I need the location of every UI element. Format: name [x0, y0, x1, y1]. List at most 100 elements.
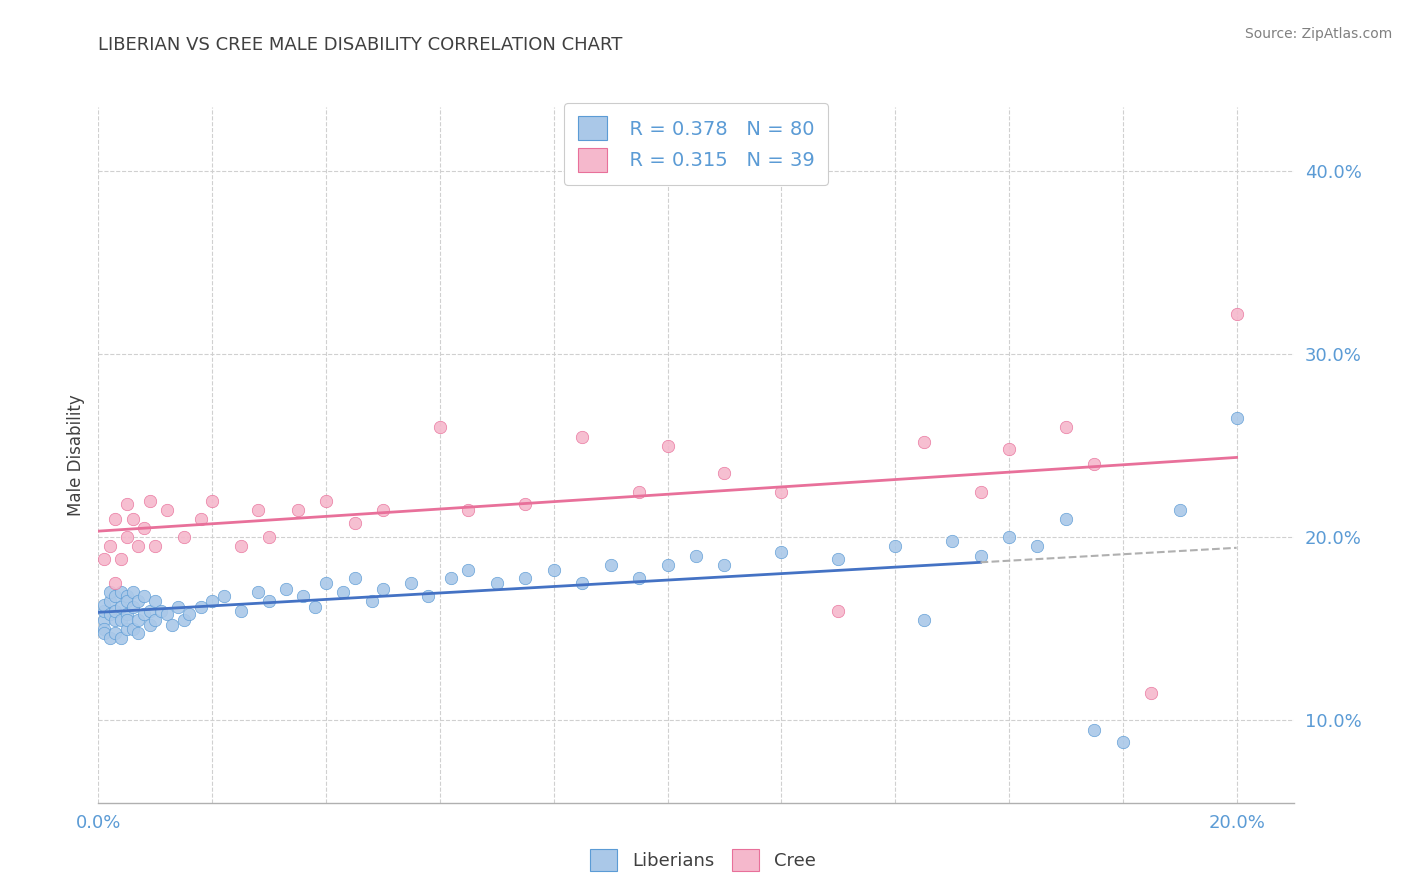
Point	[132, 607, 155, 622]
Point	[93, 613, 115, 627]
Point	[98, 607, 121, 622]
Point	[657, 558, 679, 572]
Point	[685, 549, 707, 563]
Point	[276, 582, 298, 596]
Point	[457, 563, 479, 577]
Point	[628, 571, 651, 585]
Point	[190, 512, 212, 526]
Point	[912, 435, 935, 450]
Point	[292, 589, 315, 603]
Point	[121, 585, 143, 599]
Point	[657, 439, 679, 453]
Point	[969, 549, 991, 563]
Point	[827, 552, 849, 566]
Point	[110, 613, 132, 627]
Point	[93, 598, 115, 612]
Point	[104, 589, 127, 603]
Point	[1054, 512, 1077, 526]
Text: Source: ZipAtlas.com: Source: ZipAtlas.com	[1244, 27, 1392, 41]
Point	[229, 540, 252, 554]
Point	[257, 594, 280, 608]
Point	[150, 603, 173, 617]
Point	[713, 558, 735, 572]
Point	[543, 563, 565, 577]
Point	[515, 571, 537, 585]
Point	[246, 585, 269, 599]
Point	[371, 503, 394, 517]
Point	[229, 603, 252, 617]
Point	[401, 576, 423, 591]
Point	[599, 558, 621, 572]
Point	[628, 484, 651, 499]
Point	[1140, 686, 1163, 700]
Point	[173, 530, 195, 544]
Point	[770, 545, 793, 559]
Point	[115, 622, 138, 636]
Point	[115, 530, 138, 544]
Point	[287, 503, 309, 517]
Point	[515, 497, 537, 511]
Legend:   R = 0.378   N = 80,   R = 0.315   N = 39: R = 0.378 N = 80, R = 0.315 N = 39	[564, 103, 828, 186]
Point	[127, 613, 149, 627]
Point	[1083, 457, 1105, 471]
Point	[121, 512, 143, 526]
Point	[315, 493, 337, 508]
Point	[93, 625, 115, 640]
Point	[156, 607, 179, 622]
Point	[571, 429, 593, 443]
Point	[98, 540, 121, 554]
Point	[104, 512, 127, 526]
Point	[212, 589, 235, 603]
Point	[127, 625, 149, 640]
Point	[1226, 307, 1249, 321]
Point	[440, 571, 463, 585]
Point	[121, 599, 143, 614]
Point	[138, 618, 160, 632]
Point	[143, 613, 166, 627]
Point	[315, 576, 337, 591]
Point	[110, 631, 132, 645]
Y-axis label: Male Disability: Male Disability	[66, 394, 84, 516]
Point	[127, 594, 149, 608]
Point	[257, 530, 280, 544]
Point	[190, 599, 212, 614]
Point	[304, 599, 326, 614]
Point	[104, 603, 127, 617]
Point	[173, 613, 195, 627]
Point	[332, 585, 354, 599]
Point	[115, 607, 138, 622]
Point	[1112, 735, 1135, 749]
Point	[104, 576, 127, 591]
Point	[127, 540, 149, 554]
Point	[360, 594, 382, 608]
Point	[98, 631, 121, 645]
Point	[110, 599, 132, 614]
Point	[457, 503, 479, 517]
Point	[1054, 420, 1077, 434]
Point	[343, 571, 366, 585]
Point	[713, 467, 735, 481]
Point	[1226, 411, 1249, 425]
Point	[827, 603, 849, 617]
Point	[912, 613, 935, 627]
Point	[343, 516, 366, 530]
Point	[167, 599, 190, 614]
Point	[93, 552, 115, 566]
Point	[156, 503, 179, 517]
Point	[1026, 540, 1049, 554]
Point	[98, 585, 121, 599]
Point	[179, 607, 201, 622]
Point	[485, 576, 508, 591]
Point	[770, 484, 793, 499]
Point	[98, 594, 121, 608]
Point	[429, 420, 451, 434]
Point	[121, 622, 143, 636]
Point	[371, 582, 394, 596]
Point	[138, 603, 160, 617]
Point	[571, 576, 593, 591]
Point	[998, 442, 1021, 457]
Point	[1168, 503, 1191, 517]
Point	[132, 521, 155, 535]
Point	[93, 603, 115, 617]
Point	[110, 552, 132, 566]
